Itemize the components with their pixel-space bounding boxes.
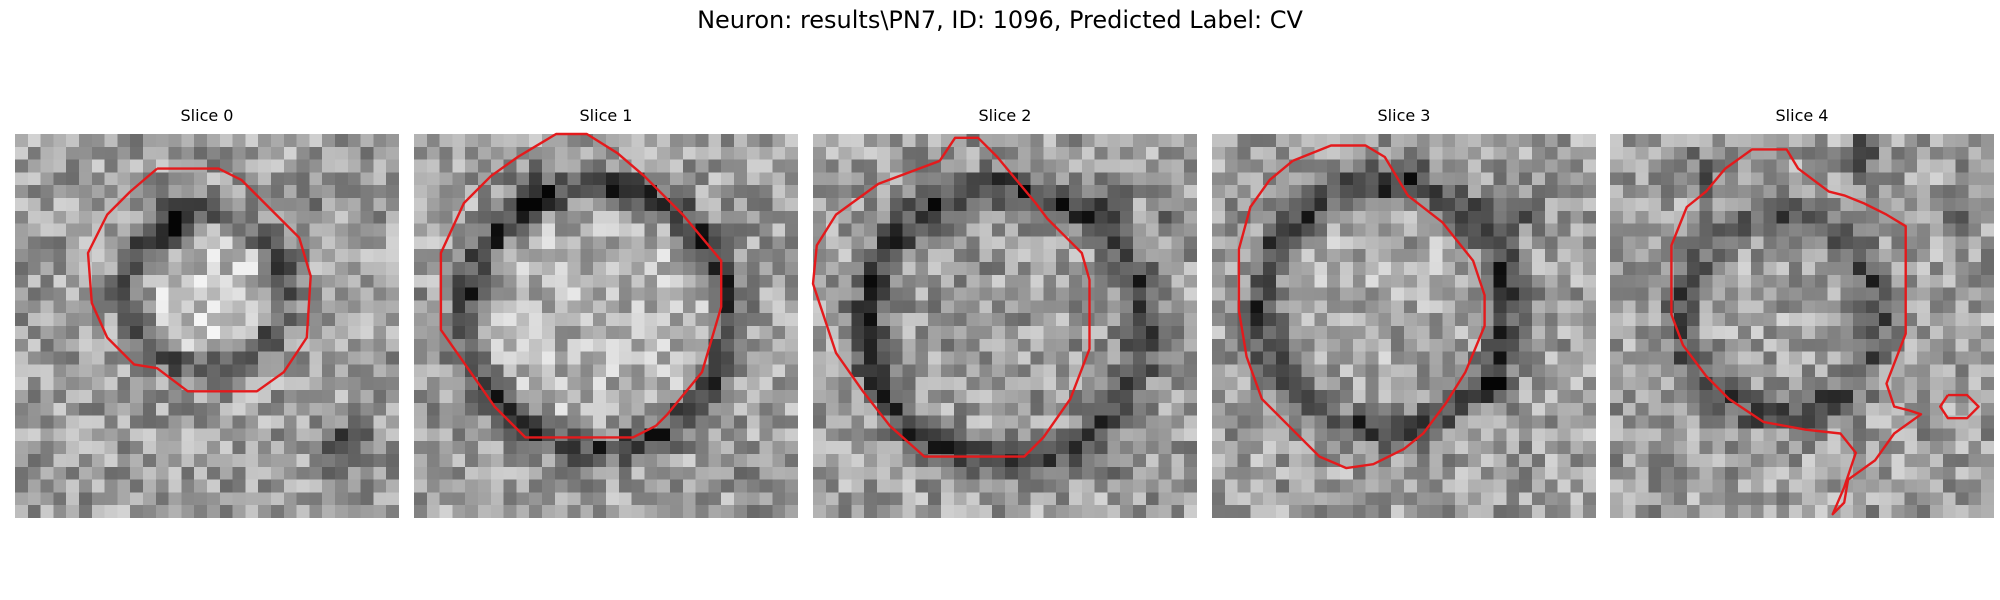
segmentation-contour [1670,148,1923,516]
contour-overlay [1670,148,1980,516]
slice-title: Slice 2 [978,106,1032,125]
segmentation-contour [86,167,312,393]
slice-panel-3: Slice 3 [1212,106,1596,518]
slice-title: Slice 3 [1377,106,1431,125]
slice-title: Slice 0 [180,106,234,125]
segmentation-contour [811,136,1091,458]
contour-overlay [439,132,723,439]
figure-title: Neuron: results\PN7, ID: 1096, Predicted… [697,6,1303,34]
slice-image [15,134,399,518]
segmentation-contour-fragment [1939,393,1980,420]
slice-image [1212,134,1596,518]
slice-title: Slice 4 [1775,106,1829,125]
slice-image [813,134,1197,518]
slice-image [414,134,798,518]
segmentation-contour [1237,144,1486,470]
slice-panel-4: Slice 4 [1610,106,1994,518]
contour-overlay [1237,144,1486,470]
slice-panel-0: Slice 0 [15,106,399,518]
slice-image [1610,134,1994,518]
contour-overlay [811,136,1091,458]
slice-title: Slice 1 [579,106,633,125]
slice-panel-2: Slice 2 [811,106,1197,518]
contour-overlay [86,167,312,393]
segmentation-contour [439,132,723,439]
slice-panel-1: Slice 1 [414,106,798,518]
